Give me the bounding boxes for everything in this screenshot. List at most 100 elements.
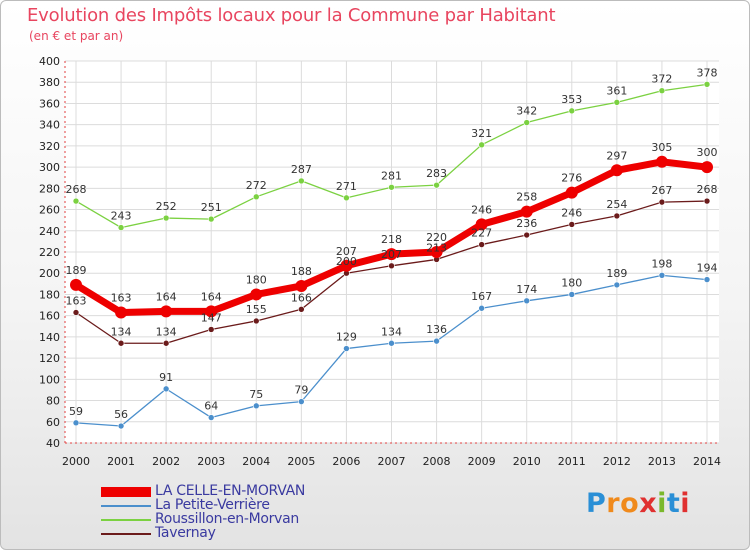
chart-subtitle: (en € et par an) bbox=[29, 29, 124, 43]
data-point bbox=[298, 305, 305, 313]
legend-swatch bbox=[101, 519, 151, 521]
data-point bbox=[613, 99, 621, 106]
y-tick-label: 280 bbox=[39, 182, 60, 195]
data-label: 200 bbox=[336, 255, 357, 268]
x-tick-label: 2000 bbox=[62, 455, 90, 468]
x-tick-label: 2003 bbox=[197, 455, 225, 468]
data-label: 287 bbox=[291, 163, 312, 176]
x-tick-label: 2001 bbox=[107, 455, 135, 468]
x-tick-label: 2008 bbox=[423, 455, 451, 468]
data-point bbox=[433, 181, 440, 189]
y-tick-label: 120 bbox=[39, 352, 60, 365]
x-tick-label: 2012 bbox=[603, 455, 631, 468]
data-label: 321 bbox=[471, 127, 492, 140]
legend-label: LA CELLE-EN-MORVAN bbox=[155, 483, 306, 499]
data-label: 163 bbox=[111, 291, 132, 304]
y-tick-label: 260 bbox=[39, 204, 60, 217]
legend-label: La Petite-Verrière bbox=[155, 497, 270, 513]
data-point bbox=[475, 218, 488, 231]
data-label: 267 bbox=[651, 184, 672, 197]
data-label: 129 bbox=[336, 331, 357, 344]
logo-letter: P bbox=[586, 488, 607, 519]
x-tick-label: 2014 bbox=[693, 455, 721, 468]
logo-letter: i bbox=[657, 488, 667, 519]
data-label: 167 bbox=[471, 290, 492, 303]
data-label: 198 bbox=[651, 257, 672, 270]
data-label: 254 bbox=[606, 198, 627, 211]
data-point bbox=[388, 339, 395, 347]
data-label: 194 bbox=[697, 262, 718, 275]
data-label: 353 bbox=[561, 93, 582, 106]
x-tick-label: 2013 bbox=[648, 455, 676, 468]
x-tick-label: 2010 bbox=[513, 455, 541, 468]
data-label: 276 bbox=[561, 172, 582, 185]
y-tick-label: 400 bbox=[39, 55, 60, 68]
data-label: 64 bbox=[204, 400, 218, 413]
data-label: 378 bbox=[697, 66, 718, 79]
data-point bbox=[655, 155, 668, 168]
y-tick-label: 40 bbox=[46, 437, 60, 450]
legend-swatch bbox=[101, 533, 151, 535]
data-label: 163 bbox=[66, 294, 87, 307]
data-point bbox=[207, 414, 215, 421]
y-tick-label: 200 bbox=[39, 267, 60, 280]
data-label: 180 bbox=[246, 273, 267, 286]
data-label: 297 bbox=[606, 149, 627, 162]
data-point bbox=[72, 197, 80, 205]
data-point bbox=[340, 259, 353, 272]
data-label: 174 bbox=[516, 283, 537, 296]
data-label: 300 bbox=[697, 146, 718, 159]
data-point bbox=[117, 224, 125, 231]
y-tick-label: 80 bbox=[46, 395, 60, 408]
data-point bbox=[252, 317, 260, 325]
data-point bbox=[523, 231, 531, 239]
data-point bbox=[298, 398, 305, 405]
data-label: 246 bbox=[561, 206, 582, 219]
proxiti-logo: Proxiti bbox=[586, 488, 690, 519]
data-label: 236 bbox=[516, 217, 537, 230]
y-tick-label: 100 bbox=[39, 373, 60, 386]
data-label: 268 bbox=[66, 183, 87, 196]
y-tick-label: 180 bbox=[39, 288, 60, 301]
data-point bbox=[343, 345, 350, 352]
data-point bbox=[478, 241, 485, 248]
y-tick-label: 240 bbox=[39, 225, 60, 238]
legend-swatch bbox=[101, 487, 151, 497]
data-label: 164 bbox=[156, 290, 177, 303]
data-point bbox=[565, 186, 578, 199]
y-tick-label: 380 bbox=[39, 76, 60, 89]
data-label: 75 bbox=[249, 388, 263, 401]
data-point bbox=[162, 214, 170, 222]
data-point bbox=[205, 305, 218, 318]
y-tick-label: 320 bbox=[39, 140, 60, 153]
y-tick-label: 340 bbox=[39, 119, 60, 132]
data-label: 272 bbox=[246, 179, 267, 192]
logo-letter: t bbox=[666, 488, 681, 519]
data-point bbox=[117, 339, 125, 347]
data-point bbox=[433, 337, 440, 345]
data-label: 251 bbox=[201, 201, 222, 214]
x-tick-label: 2006 bbox=[332, 455, 360, 468]
legend-label: Tavernay bbox=[155, 525, 216, 541]
legend-swatch bbox=[101, 505, 151, 507]
data-label: 189 bbox=[606, 267, 627, 280]
data-point bbox=[568, 291, 576, 298]
data-point bbox=[115, 306, 128, 319]
x-tick-label: 2011 bbox=[558, 455, 586, 468]
data-point bbox=[658, 87, 666, 95]
x-tick-label: 2004 bbox=[242, 455, 270, 468]
x-tick-label: 2007 bbox=[378, 455, 406, 468]
data-label: 246 bbox=[471, 203, 492, 216]
data-label: 134 bbox=[156, 325, 177, 338]
data-label: 213 bbox=[426, 241, 447, 254]
data-label: 164 bbox=[201, 290, 222, 303]
data-point bbox=[72, 419, 80, 427]
x-tick-label: 2002 bbox=[152, 455, 180, 468]
data-label: 59 bbox=[69, 405, 83, 418]
data-label: 79 bbox=[294, 384, 308, 397]
data-point bbox=[520, 205, 533, 218]
legend-label: Roussillon-en-Morvan bbox=[155, 511, 299, 527]
data-point bbox=[207, 215, 215, 223]
data-label: 134 bbox=[111, 325, 132, 338]
